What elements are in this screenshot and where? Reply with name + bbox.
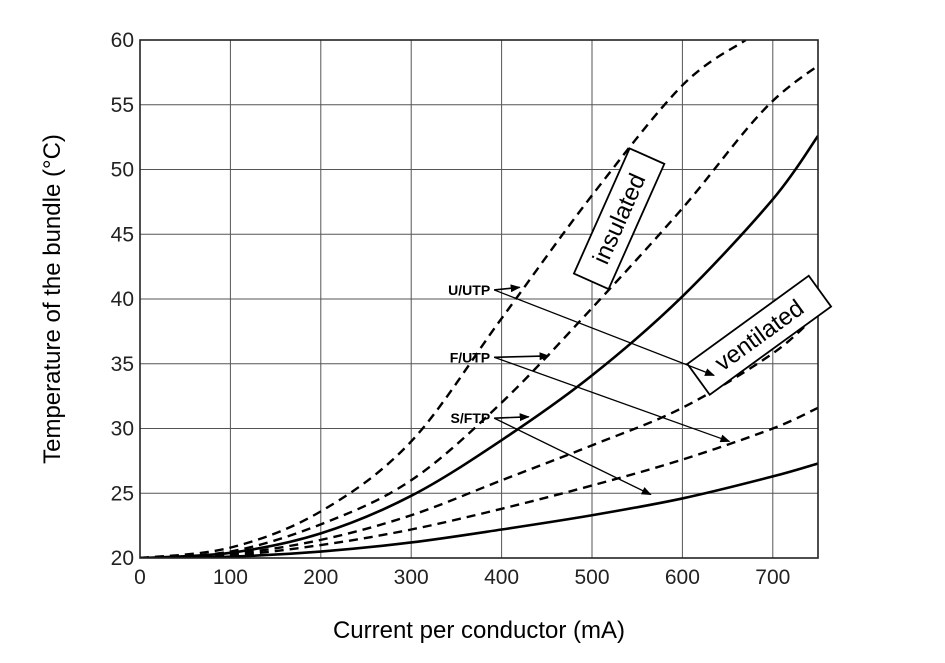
- x-tick-label: 500: [574, 566, 609, 589]
- cable-label-f-utp: F/UTP: [450, 349, 490, 365]
- cable-arrow: [493, 417, 652, 496]
- series-lines: [140, 40, 818, 558]
- y-tick-label: 20: [111, 547, 134, 570]
- x-tick-label: 700: [755, 566, 790, 589]
- cable-label-s-ftp: S/FTP: [450, 410, 490, 426]
- x-tick-label: 200: [303, 566, 338, 589]
- annotation-box-ventilated: ventilated: [686, 274, 833, 396]
- series-line-insulated-s-ftp: [140, 135, 818, 558]
- cable-label-u-utp: U/UTP: [448, 282, 490, 298]
- x-tick-labels: 0 100 200 300 400 500 600 700: [134, 566, 790, 589]
- x-tick-label: 400: [484, 566, 519, 589]
- y-axis-label: Temperature of the bundle (°C): [39, 134, 66, 464]
- cable-arrow: [494, 352, 550, 361]
- annotation-box-frame: [572, 147, 666, 291]
- series-line-ventilated-f-utp: [140, 406, 818, 558]
- x-tick-label: 100: [213, 566, 248, 589]
- cable-arrow: [494, 413, 530, 422]
- y-tick-label: 55: [111, 94, 134, 117]
- x-axis-label: Current per conductor (mA): [333, 617, 625, 644]
- series-line-insulated-f-utp: [140, 64, 818, 558]
- x-tick-label: 300: [394, 566, 429, 589]
- cable-arrow: [494, 284, 521, 293]
- series-line-ventilated-s-ftp: [140, 462, 818, 558]
- y-tick-label: 35: [111, 353, 134, 376]
- y-tick-labels: 20 25 30 35 40 45 50 55 60: [111, 29, 134, 570]
- y-tick-label: 60: [111, 29, 134, 52]
- y-tick-label: 30: [111, 418, 134, 441]
- y-tick-label: 25: [111, 482, 134, 505]
- cable-arrow: [493, 289, 715, 377]
- series-line-insulated-u-utp: [140, 40, 747, 558]
- x-tick-label: 600: [665, 566, 700, 589]
- y-tick-label: 50: [111, 159, 134, 182]
- y-tick-label: 40: [111, 288, 134, 311]
- y-tick-label: 45: [111, 223, 134, 246]
- cable-arrow: [493, 356, 731, 443]
- grid-lines: [139, 39, 818, 559]
- annotation-box-frame: [686, 274, 833, 396]
- x-tick-label: 0: [134, 566, 146, 589]
